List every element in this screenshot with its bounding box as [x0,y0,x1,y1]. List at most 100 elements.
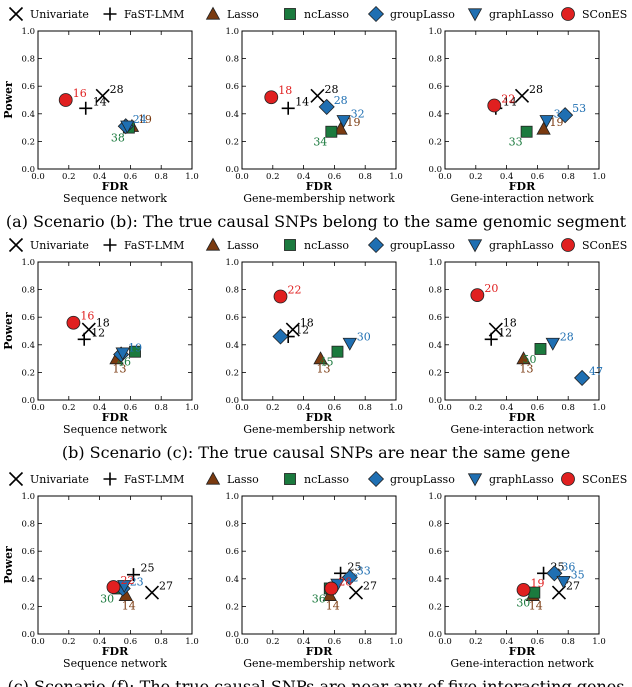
scatter-panel: 0.00.0 0.2 0.2 0.4 0.4 0.6 0.6 0.8 0.8 1.0 1.0 FDRG… [428,492,605,670]
data-point: 33 [539,108,568,129]
data-label: 12 [295,324,309,337]
point-marker [516,582,531,597]
plot-frame [241,495,397,635]
point-marker [556,575,571,589]
y-tick-label: 0.2 [428,602,442,612]
point-marker [557,107,574,124]
legend-marker [367,470,385,488]
point-marker [117,580,132,594]
data-point: 28 [95,83,124,103]
data-label: 32 [351,108,365,121]
y-tick-label: 1.0 [428,27,442,37]
x-tick-label: 0.0 [438,172,452,182]
y-tick-label: 0.6 [225,82,239,92]
data-point: 50 [522,343,547,366]
x-tick-label: 0.8 [358,172,372,182]
y-axis-label: Power [2,546,15,584]
legend-item: Lasso [205,471,259,486]
legend-item: FaST-LMM [103,472,184,486]
legend-label: SConES [582,239,627,252]
data-point: 16 [58,87,87,107]
data-point: 19 [333,116,361,135]
y-tick-label: 0.0 [428,396,442,406]
y-tick-label: 0.2 [21,137,35,147]
scatter-panel: 0.00.0 0.2 0.2 0.4 0.4 0.6 0.6 0.8 0.8 1.0 1.0 FDRS… [2,27,199,205]
data-label: 33 [357,564,371,577]
y-tick-label: 0.4 [428,341,442,351]
data-label: 28 [334,94,348,107]
point-marker [348,585,364,600]
x-tick-label: 0.4 [500,637,514,647]
x-tick-label: 0.4 [297,637,311,647]
point-marker [144,585,160,600]
data-label: 25 [348,560,362,573]
legend-label: SConES [582,8,627,21]
legend-item: Univariate [8,6,89,22]
data-label: 24 [133,113,147,126]
data-point [272,328,289,345]
x-tick-label: 1.0 [389,172,403,182]
point-marker [514,88,530,103]
legend-marker [561,472,575,486]
data-label: 28 [560,330,574,343]
data-label: 18 [96,317,110,330]
legend: Univariate FaST-LMM Lasso ncLasso groupLasso… [8,236,627,254]
point-marker [520,125,533,138]
x-tick-label: 0.4 [297,403,311,413]
data-point: 35 [556,569,585,589]
scenario-1: Univariate FaST-LMM Lasso ncLasso groupLasso… [2,5,627,231]
legend-item: SConES [561,238,627,252]
x-tick-label: 0.4 [297,172,311,182]
legend-marker [103,7,117,21]
y-tick-label: 0.4 [225,341,239,351]
data-point: 28 [318,94,348,115]
legend-item: groupLasso [367,470,455,488]
y-tick-label: 0.2 [225,368,239,378]
point-marker [536,121,551,135]
legend-item: graphLasso [467,239,554,253]
legend-label: Lasso [227,8,259,21]
data-point [115,347,130,361]
y-tick-label: 0.4 [225,575,239,585]
data-point: 25 [126,562,154,582]
x-tick-label: 1.0 [592,172,606,182]
x-tick-label: 0.0 [438,403,452,413]
panel-title: Sequence network [63,192,167,205]
x-tick-label: 0.0 [235,172,249,182]
point-marker [313,351,328,365]
x-tick-label: 0.8 [561,637,575,647]
y-tick-label: 0.2 [428,368,442,378]
scenario-2: Univariate FaST-LMM Lasso ncLasso groupLasso… [2,236,627,462]
data-label: 16 [80,310,94,323]
point-marker [129,345,141,358]
legend-label: SConES [582,473,627,486]
x-tick-label: 1.0 [185,637,199,647]
legend-label: groupLasso [390,239,455,252]
data-label: 30 [516,597,530,610]
y-tick-label: 0.8 [428,55,442,65]
legend-label: graphLasso [489,239,554,252]
y-tick-label: 0.4 [225,110,239,120]
panel-title: Sequence network [63,657,167,670]
scatter-panel: 0.00.0 0.2 0.2 0.4 0.4 0.6 0.6 0.8 0.8 1.0 1.0 FDRG… [225,27,402,205]
point-marker [516,351,531,365]
x-axis-label: FDR [102,645,129,658]
data-label: 27 [159,580,173,593]
data-label: 18 [278,84,292,97]
point-marker [273,289,288,304]
y-tick-label: 0.8 [428,520,442,530]
legend-item: Univariate [8,237,89,253]
data-point: 45 [319,345,344,369]
x-tick-label: 0.2 [469,637,483,647]
y-tick-label: 1.0 [225,258,239,268]
x-tick-label: 0.6 [328,637,342,647]
scatter-panel: 0.00.0 0.2 0.2 0.4 0.4 0.6 0.6 0.8 0.8 1.0 1.0 FDRG… [225,258,402,436]
data-point [120,120,135,134]
legend-marker [367,5,385,23]
data-point: 19 [516,577,545,597]
data-label: 19 [550,116,564,129]
data-label: 30 [357,330,371,343]
point-marker [77,332,91,346]
x-tick-label: 0.2 [469,172,483,182]
legend-marker [284,473,296,485]
